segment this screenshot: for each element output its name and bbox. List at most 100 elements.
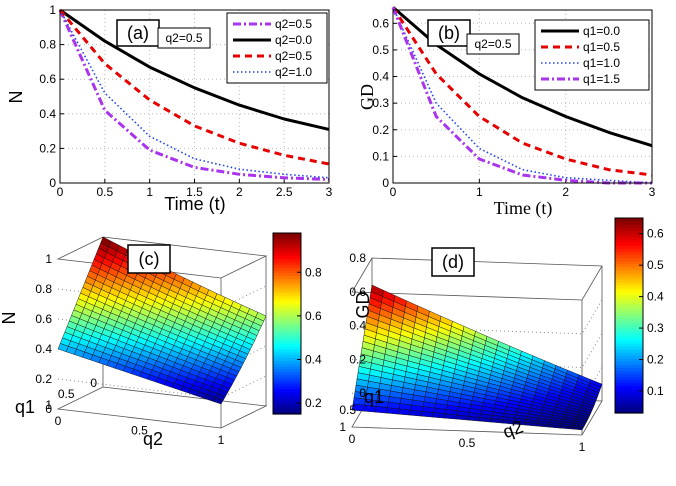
legend-label: q1=1.0 [583,56,620,70]
colorbar-slice [615,230,643,234]
colorbar-slice [615,245,643,250]
box-floor [56,386,268,429]
colorbar-slice [273,275,301,279]
x-axis-label: Time (t) [164,194,225,214]
z-tick-label: 0 [45,402,52,416]
annotation-text: q2=0.5 [165,31,202,45]
y-axis-label: N [6,91,26,104]
panel-label: (b) [438,23,460,43]
colorbar-tick-label: 0.2 [305,396,322,410]
colorbar-slice [615,242,643,247]
q2-tick-label: 1 [218,433,225,447]
y-tick-label: 0.1 [372,149,389,163]
colorbar-slice [615,248,643,253]
series-line-a-1 [59,8,330,131]
colorbar-slice [273,408,301,412]
x-tick-label: 3 [326,185,333,199]
colorbar-tick-label: 0.4 [647,290,664,304]
colorbar-slice [615,272,643,277]
q1-tick-label: 1 [45,398,52,412]
colorbar-frame [272,232,302,415]
colorbar-slice [615,288,643,292]
colorbar-slice [273,317,301,322]
y-tick-label: 0.4 [39,107,56,121]
z-tick-label: 0.8 [35,282,52,296]
x-tick-label: 1.5 [186,185,203,199]
colorbar-slice [273,303,301,308]
colorbar-slice [615,294,643,298]
z-tick-label: 0.6 [35,312,52,326]
x-tick-label: 1 [476,185,483,199]
colorbar-slice [273,249,301,254]
colorbar-slice [615,233,643,237]
colorbar-slice [273,252,301,257]
colorbar-slice [273,272,301,277]
colorbar-slice [615,397,643,402]
legend-label: q2=0.0 [275,33,312,47]
surface-mesh-c [57,236,267,405]
colorbar-slice [615,379,643,384]
colorbar-slice [615,297,643,301]
colorbar-slice [273,357,301,361]
colorbar-slice [615,409,643,414]
colorbar-slice [615,318,643,323]
colorbar-slice [273,391,301,395]
axes-frame-b [392,9,653,184]
legend-label: q1=1.5 [583,72,620,86]
colorbar-slice [615,275,643,280]
colorbar-tick-label: 0.4 [305,352,322,366]
y-tick-label: 0.8 [39,38,56,52]
surface-mesh-d [351,284,603,431]
q1-tick-label: 0 [90,376,97,390]
legend-label: q1=0.5 [583,40,620,54]
annotation-box [466,33,520,55]
colorbar-slice [273,309,301,313]
colorbar-slice [615,370,643,374]
colorbar-slice [615,342,643,347]
colorbar-slice [273,286,301,291]
q2-axis-label: q2 [143,429,163,449]
surface-cell [589,379,603,388]
y-tick-label: 0.4 [372,70,389,84]
x-tick-label: 2 [236,185,243,199]
colorbar-slice [615,391,643,396]
colorbar-slice [615,306,643,311]
colorbar-slice [615,266,643,271]
colorbar-slice [615,345,643,350]
colorbar-tick-label: 0.2 [647,353,664,367]
colorbar-slice [615,385,643,390]
colorbar-slice [615,254,643,259]
x-tick-label: 0.5 [96,185,113,199]
colorbar-slice [273,343,301,347]
z-tick-label: 1 [45,252,52,266]
colorbar-slice [615,227,643,231]
colorbar-tick-label: 0.5 [647,258,664,272]
colorbar-slice [273,255,301,260]
colorbar-slice [615,221,643,225]
colorbar-slice [615,257,643,262]
colorbar-slice [615,218,643,222]
colorbar-slice [273,278,301,282]
colorbar-slice [273,388,301,392]
y-axis-label: GD [357,84,377,110]
colorbar-slice [615,364,643,368]
axes-frame-a [59,9,330,184]
colorbar-slice [273,264,301,268]
q2-tick-label: 0.5 [131,424,148,438]
colorbar-slice [273,258,301,262]
q1-tick-label: 1 [339,420,346,434]
colorbar-slice [273,397,301,401]
colorbar-slice [273,331,301,336]
colorbar-slice [273,281,301,285]
colorbar-slice [273,354,301,359]
x-tick-label: 0 [390,185,397,199]
colorbar-slice [615,339,643,344]
colorbar-slice [615,394,643,399]
colorbar-slice [615,327,643,332]
colorbar-slice [273,235,301,240]
z-tick-label: 0.2 [35,372,52,386]
x-axis-label: Time (t) [494,198,553,219]
colorbar-slice [273,377,301,381]
q1-tick-label: 0.5 [58,387,75,401]
series-line-b-2 [392,6,653,184]
